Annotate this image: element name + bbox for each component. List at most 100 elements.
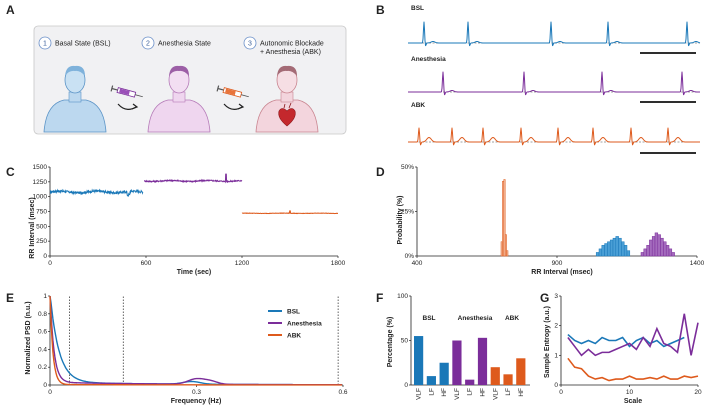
g-ytick-label: 2 [554,323,558,330]
person-blue-icon [43,65,107,133]
legend-label-anesthesia: Anesthesia [287,321,322,328]
ecg-label-abk: ABK [411,102,425,109]
step-1-number: 1 [43,41,47,48]
f-ytick-label: 100 [397,293,408,300]
ecg-r-peak [557,127,559,129]
d-bar-anesthesia [651,236,656,257]
e-ytick-label: 1 [43,293,47,300]
d-bar-bsl [607,241,611,257]
c-xtick-label: 600 [141,260,152,267]
f-bar-hf-anesthesia [477,337,488,385]
d-bar-anesthesia [663,241,667,257]
d-bar-anesthesia [640,252,645,257]
d-bar-anesthesia [657,234,661,257]
ecg-trace-abk [408,127,700,146]
g-series-abk [567,357,699,382]
legend-label-bsl: BSL [287,309,300,316]
f-bar-lf-anesthesia [465,379,475,385]
f-category-label: HF [441,388,448,397]
c-ytick-label: 250 [36,238,47,245]
ecg-r-peak [630,127,632,129]
syringe-orange-icon [216,85,249,98]
e-xtick-label: 0.3 [192,389,201,396]
step-3-label-line1: Autonomic Blockade [260,41,324,48]
g-ytick-label: 0 [554,382,558,389]
band-percentage-chart: Percentage (%) BSL Anesthesia ABK 0 50 100… [387,293,530,400]
f-bar-lf-abk [503,374,513,385]
e-ylabel: Normalized PSD (n.u.) [25,301,32,374]
c-ytick-label: 1500 [33,164,48,171]
e-series-abk [49,295,342,386]
g-ytick-label: 1 [554,352,558,359]
ecg-r-peak [667,127,669,129]
step-3-number: 3 [248,41,252,48]
legend-label-abk: ABK [287,333,301,340]
f-bar-vlf-anesthesia [452,340,462,385]
rr-timeseries-chart: RR Interval (msec) Time (sec) 0 250 500 750… [29,164,346,276]
f-ylabel: Percentage (%) [387,317,394,368]
psd-chart: Normalized PSD (n.u.) Frequency (Hz) BSL… [25,293,348,405]
f-category-label: LF [505,388,512,396]
panel-label-b: B [376,3,385,17]
step-1-circle [38,36,52,50]
ecg-r-peak [523,71,525,73]
d-bar-abk [503,179,506,257]
d-bar-bsl [615,236,619,257]
d-bar-anesthesia [649,239,653,257]
f-bar-vlf-bsl [414,336,424,385]
step-1-label: Basal State (BSL) [55,41,111,48]
d-bar-anesthesia [643,248,647,257]
ecg-label-anesthesia: Anesthesia [411,56,446,63]
ecg-r-peak [681,71,683,73]
f-bar-hf-abk [516,358,526,385]
panel-label-e: E [6,291,14,305]
ecg-r-peak [607,21,609,23]
d-bar-abk [506,250,509,257]
ecg-line-anesthesia [408,71,700,96]
person-pink-heart-icon [255,65,319,133]
d-bar-anesthesia [646,245,650,257]
d-bar-bsl [595,252,600,257]
step-2-label: Anesthesia State [158,41,211,48]
d-xtick-label: 900 [552,260,563,267]
heart-icon [278,108,296,127]
g-xtick-label: 20 [694,389,702,396]
e-ytick-label: 0.2 [38,364,47,371]
rr-histogram-chart: Probability (%) RR Interval (msec) 0% 25%… [397,164,705,276]
c-ytick-label: 500 [36,223,47,230]
ecg-r-peak [482,127,484,129]
d-bar-bsl [604,243,608,257]
step-2-circle [141,36,155,50]
f-category-label: VLF [416,388,423,400]
panel-label-c: C [6,165,15,179]
c-xtick-label: 0 [48,260,52,267]
d-bar-bsl [626,250,631,257]
g-xtick-label: 0 [559,389,563,396]
e-xtick-label: 0.6 [338,389,347,396]
d-bar-bsl [621,241,625,257]
d-bar-anesthesia [668,248,673,257]
c-series-anesthesia [143,173,243,184]
c-xlabel: Time (sec) [177,269,212,276]
e-ytick-label: 0.8 [38,311,47,318]
d-bar-bsl [618,237,622,257]
ecg-r-peak [423,21,425,23]
ecg-r-peak [686,21,688,23]
ecg-r-peak [520,127,522,129]
ecg-traces-panel: BSL Anesthesia ABK [408,5,701,154]
d-xtick-label: 400 [412,260,423,267]
sample-entropy-chart: Sample Entropy (a.u.) Scale 0 1 2 3 0 10 20 [544,293,702,405]
ecg-trace-bsl [408,21,701,47]
f-group-label-anesthesia: Anesthesia [458,315,493,322]
d-bar-anesthesia [654,232,659,257]
panel-label-d: D [376,165,385,179]
ecg-r-peak [418,127,420,129]
ecg-r-peak [592,127,594,129]
f-category-label: VLF [454,388,461,400]
c-series-abk [241,210,339,215]
syringe-purple-icon [110,85,143,98]
ecg-r-peak [451,127,453,129]
ecg-trace-anesthesia [408,71,700,96]
f-bar-vlf-abk [490,367,500,385]
d-xlabel: RR Interval (msec) [531,269,592,276]
